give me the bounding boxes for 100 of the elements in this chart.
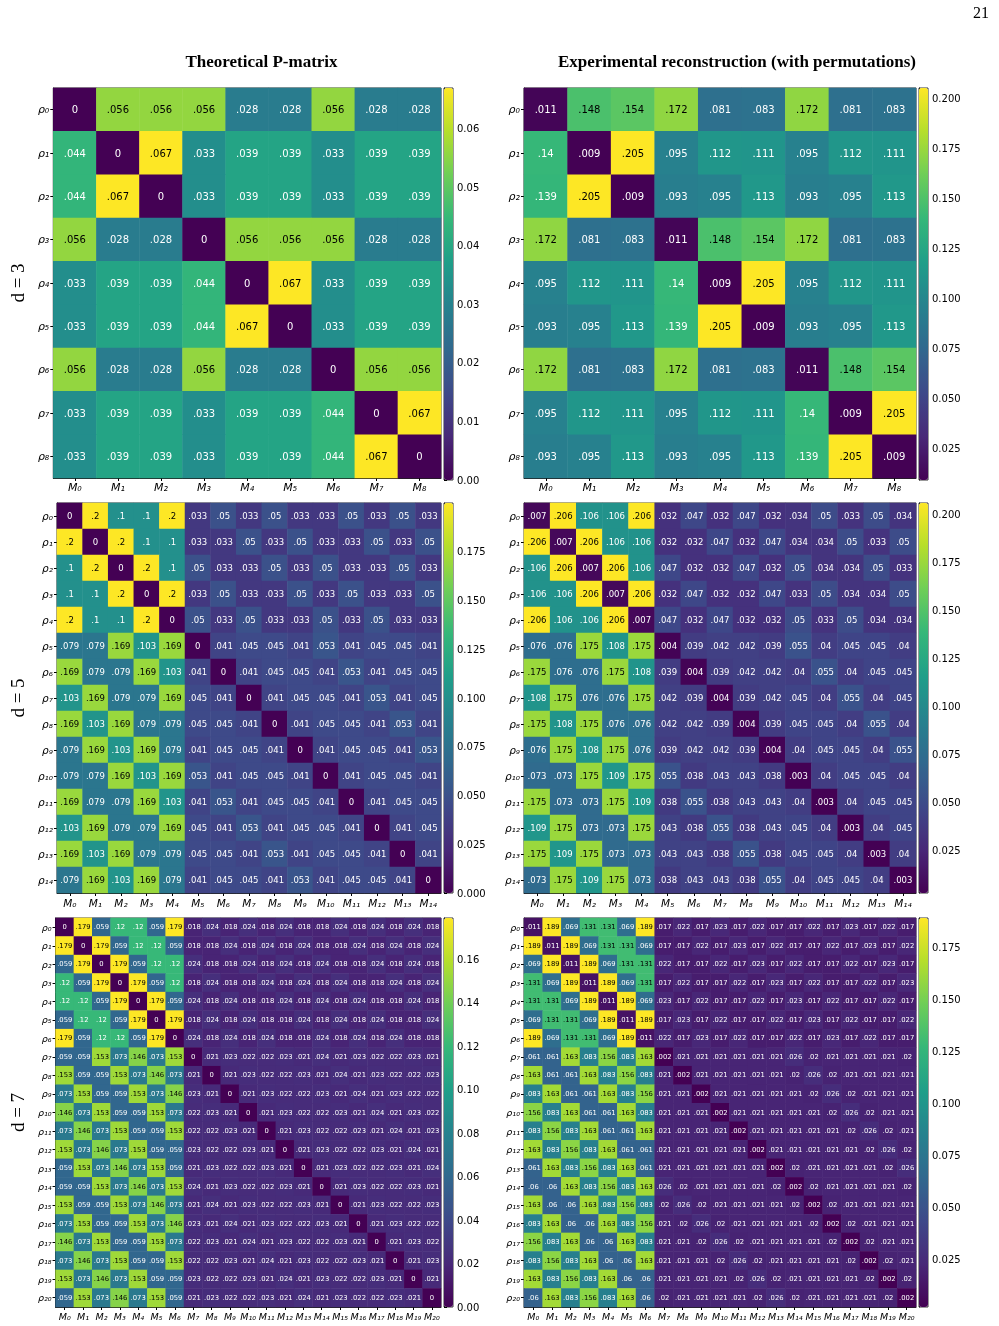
y-tick-label: ρ₃ xyxy=(41,977,52,989)
data-label: .139 xyxy=(665,320,688,332)
data-label: .2 xyxy=(65,537,74,547)
data-label: .095 xyxy=(795,147,819,159)
data-label: 0 xyxy=(92,537,99,547)
data-label: .1 xyxy=(168,537,177,547)
data-label: .154 xyxy=(621,104,645,116)
data-label: 0 xyxy=(425,875,431,885)
data-label: .039 xyxy=(365,277,388,289)
x-tick-label: M₀ xyxy=(63,896,78,909)
data-label: .076 xyxy=(579,693,599,703)
data-label: .043 xyxy=(684,875,704,885)
data-label: .045 xyxy=(815,719,834,729)
data-label: .076 xyxy=(527,641,547,651)
data-label: .148 xyxy=(578,104,601,116)
data-label: .045 xyxy=(188,849,208,859)
data-label: .108 xyxy=(553,719,573,729)
data-label: .169 xyxy=(85,875,105,885)
data-label: .045 xyxy=(788,719,808,729)
data-label: .083 xyxy=(621,364,645,376)
data-label: 0 xyxy=(271,719,278,729)
data-label: .039 xyxy=(106,407,130,419)
data-label: .039 xyxy=(279,407,302,419)
x-tick-label: M₃ xyxy=(669,481,684,494)
y-tick-label: ρ₆ xyxy=(510,1032,521,1044)
data-label: .004 xyxy=(762,745,782,755)
data-label: .055 xyxy=(710,823,730,833)
data-label: .045 xyxy=(341,745,361,755)
data-label: .033 xyxy=(239,511,259,521)
data-label: .047 xyxy=(762,589,782,599)
data-label: .033 xyxy=(188,511,208,521)
y-tick-label: ρ₁₇ xyxy=(506,1236,521,1248)
y-tick-label: ρ₁ xyxy=(37,146,50,160)
data-label: .028 xyxy=(365,104,388,116)
x-tick-label: M₂ xyxy=(564,1310,577,1322)
data-label: .04 xyxy=(843,797,858,807)
color-bar-label: 0.050 xyxy=(932,392,961,404)
y-tick-label: ρ₁₂ xyxy=(504,822,521,834)
data-label: .095 xyxy=(795,277,819,289)
data-label: .039 xyxy=(236,190,259,202)
data-label: 0 xyxy=(373,407,380,419)
data-label: .033 xyxy=(188,537,208,547)
data-label: .033 xyxy=(841,511,861,521)
data-label: .05 xyxy=(191,615,205,625)
data-label: .034 xyxy=(788,511,808,521)
data-label: .033 xyxy=(63,407,86,419)
data-label: .154 xyxy=(752,234,775,246)
x-tick-label: M₃ xyxy=(583,1310,596,1322)
y-tick-label: ρ₇ xyxy=(508,406,521,420)
x-tick-label: M₁₀ xyxy=(712,1310,729,1322)
data-label: .032 xyxy=(684,563,704,573)
x-tick-label: M₆ xyxy=(216,896,231,909)
data-label: .1 xyxy=(142,511,151,521)
data-label: .045 xyxy=(188,693,208,703)
data-label: .034 xyxy=(841,563,861,573)
y-tick-label: ρ₆ xyxy=(41,1032,52,1044)
y-tick-label: ρ₇ xyxy=(509,692,521,704)
x-tick-label: M₈ xyxy=(739,896,754,909)
data-label: .009 xyxy=(708,277,732,289)
y-tick-label: ρ₄ xyxy=(508,276,521,290)
y-tick-label: ρ₂ xyxy=(510,958,521,970)
x-tick-label: M₁₁ xyxy=(258,1310,275,1322)
y-tick-label: ρ₂ xyxy=(37,189,50,203)
data-label: .172 xyxy=(665,104,688,116)
data-label: .041 xyxy=(265,745,285,755)
data-label: .039 xyxy=(106,320,130,332)
data-label: .038 xyxy=(658,797,678,807)
data-label: .003 xyxy=(841,823,861,833)
y-tick-label: ρ₁₀ xyxy=(37,1107,52,1118)
color-bar-label: 0.04 xyxy=(457,1214,480,1226)
data-label: 0 xyxy=(143,589,150,599)
data-label: .003 xyxy=(815,797,834,807)
data-label: .033 xyxy=(418,563,438,573)
data-label: .079 xyxy=(60,771,80,781)
data-label: .045 xyxy=(265,771,285,781)
color-bar-label: 0.06 xyxy=(457,123,480,135)
x-tick-label: M₇ xyxy=(713,896,728,909)
data-label: .056 xyxy=(63,364,86,376)
data-label: .05 xyxy=(421,589,435,599)
data-label: .05 xyxy=(370,537,384,547)
data-label: .108 xyxy=(527,693,547,703)
color-bar-label: 0.100 xyxy=(932,701,961,713)
y-axis-title: d = 5 xyxy=(7,678,28,718)
data-label: .2 xyxy=(116,589,126,599)
data-label: .139 xyxy=(534,190,557,202)
data-label: .041 xyxy=(316,875,336,885)
x-tick-label: M₁₄ xyxy=(786,1310,803,1322)
data-label: .041 xyxy=(239,667,259,677)
data-label: .041 xyxy=(316,667,336,677)
data-label: .045 xyxy=(815,745,834,755)
data-label: .011 xyxy=(534,104,557,116)
data-label: .079 xyxy=(111,823,131,833)
data-label: .028 xyxy=(408,104,431,116)
y-tick-label: ρ₄ xyxy=(510,995,521,1007)
data-label: .007 xyxy=(527,511,547,521)
data-label: .081 xyxy=(708,104,732,116)
data-label: .045 xyxy=(341,875,361,885)
x-tick-label: M₁₂ xyxy=(841,896,861,909)
data-label: .028 xyxy=(279,364,302,376)
data-label: .039 xyxy=(279,147,302,159)
